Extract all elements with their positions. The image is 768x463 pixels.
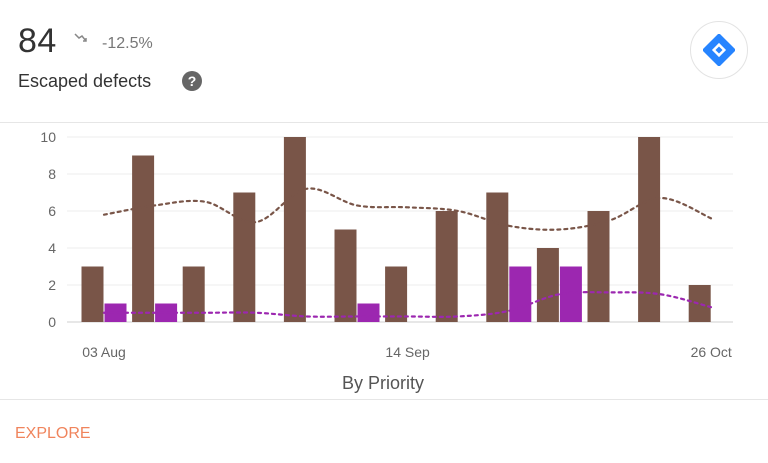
bar-series-a [536,248,559,322]
x-axis-ticks: 03 Aug 14 Sep 26 Oct [82,344,732,360]
bar-series-a [385,266,408,322]
bar-series-a [132,155,155,322]
y-tick-label: 4 [48,240,56,256]
widget-footer: EXPLORE [0,399,768,463]
y-tick-label: 8 [48,166,56,182]
bar-series-b [357,303,380,322]
y-tick-label: 10 [40,129,56,145]
y-axis-ticks: 0 2 4 6 8 10 [40,129,56,330]
help-icon[interactable]: ? [182,71,202,91]
y-tick-label: 2 [48,277,56,293]
bar-series-a [435,211,458,322]
x-tick-label: 14 Sep [385,344,430,360]
bar-series-a [334,229,357,322]
bar-series-b [104,303,127,322]
jira-logo [690,21,748,79]
header-divider [0,122,768,123]
bar-series-a [688,285,711,322]
bar-series-a [81,266,104,322]
escaped-defects-chart: 0 2 4 6 8 10 03 Aug 14 Sep 26 Oct By Priority [40,129,733,393]
footer-divider [0,399,768,400]
bar-series-a [233,192,256,322]
trend-lines [102,187,713,318]
explore-link[interactable]: EXPLORE [15,425,91,442]
trend-line-series-a [102,187,713,231]
bar-series-a [638,137,661,322]
metric-value: 84 [18,22,57,60]
bar-series-a [486,192,509,322]
bars [81,137,711,322]
x-tick-label: 03 Aug [82,344,126,360]
widget-header: 84 -12.5% Escaped defects ? [0,0,768,122]
y-tick-label: 6 [48,203,56,219]
grid-lines [67,136,733,323]
bar-series-a [587,211,610,322]
jira-logo-icon [703,34,735,66]
bar-series-a [283,137,306,322]
bar-series-a [182,266,205,322]
metric-change: -12.5% [102,35,153,52]
trend-line-series-b [102,291,713,318]
bar-series-b [559,266,582,322]
trend-down-icon [74,33,87,42]
metric-title: Escaped defects [18,71,152,91]
x-axis-label: By Priority [342,373,424,393]
y-tick-label: 0 [48,314,56,330]
bar-series-b [509,266,532,322]
x-tick-label: 26 Oct [691,344,732,360]
